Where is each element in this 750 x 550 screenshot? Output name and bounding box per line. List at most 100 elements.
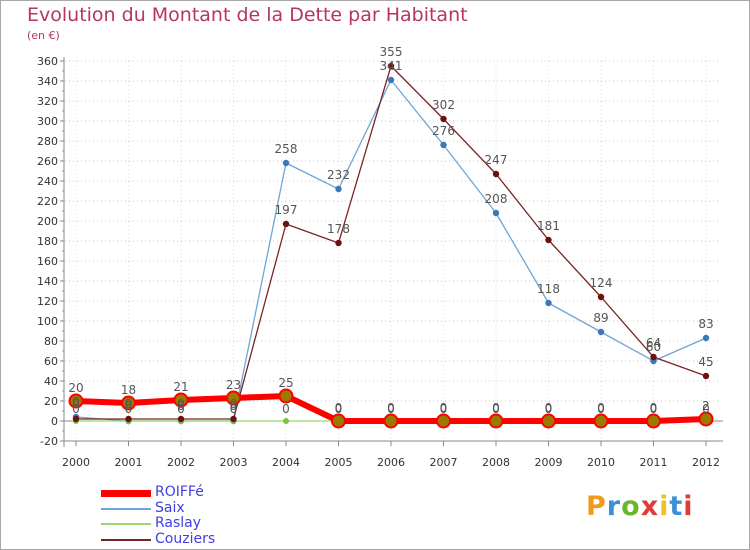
point-roiffe-2008 <box>488 413 504 429</box>
legend-item-raslay: Raslay <box>101 515 361 532</box>
data-label-couziers-2007: 302 <box>432 98 455 112</box>
x-tick-label-2003: 2003 <box>220 456 248 469</box>
legend-swatch-saix <box>101 507 151 510</box>
point-couziers-2001 <box>125 415 132 423</box>
data-label-saix-2003: 0 <box>230 399 238 413</box>
point-roiffe-2005 <box>331 413 346 429</box>
x-tick-label-2006: 2006 <box>377 456 405 469</box>
point-roiffe-2009 <box>541 413 556 429</box>
data-label-roiffe-2008: 0 <box>492 401 500 415</box>
data-label-saix-2002: 0 <box>177 399 185 413</box>
point-couziers-2010 <box>597 293 605 301</box>
point-couziers-2012 <box>702 372 710 380</box>
data-label-saix-2012: 83 <box>698 317 713 331</box>
logo-letter: P <box>586 491 607 522</box>
y-tick-label-200: 200 <box>37 215 58 228</box>
x-tick-label-2012: 2012 <box>692 456 720 469</box>
data-label-roiffe-2000: 20 <box>68 381 83 395</box>
logo-letter: t <box>669 491 684 522</box>
data-label-roiffe-2009: 0 <box>545 401 553 415</box>
y-tick-label-280: 280 <box>37 135 58 148</box>
point-couziers-2002 <box>177 415 185 423</box>
legend-label-saix: Saix <box>155 499 185 516</box>
data-label-raslay-2003: 0 <box>230 402 238 416</box>
data-label-roiffe-2011: 0 <box>650 401 658 415</box>
point-couziers-2007 <box>440 115 447 123</box>
logo-letter: o <box>621 491 641 522</box>
data-label-roiffe-2005: 0 <box>335 401 343 415</box>
point-saix-2012 <box>702 334 710 342</box>
y-tick-label-340: 340 <box>37 75 58 88</box>
point-roiffe-2010 <box>593 413 609 429</box>
data-label-raslay-2012: 0 <box>702 402 710 416</box>
x-tick-label-2009: 2009 <box>535 456 563 469</box>
y-tick-label-20: 20 <box>44 395 58 408</box>
point-roiffe-2001 <box>121 395 136 411</box>
y-tick-label-360: 360 <box>37 55 58 68</box>
data-label-roiffe-2001: 18 <box>121 383 136 397</box>
point-roiffe-2000 <box>68 393 84 409</box>
y-tick-label-0: 0 <box>51 415 58 428</box>
point-saix-2007 <box>440 141 447 149</box>
data-label-couziers-2005: 178 <box>327 222 350 236</box>
data-label-couziers-2000: 0 <box>72 397 80 411</box>
y-tick-label--20: -20 <box>40 435 58 448</box>
data-label-saix-2011: 60 <box>646 340 661 354</box>
legend-item-saix: Saix <box>101 499 361 517</box>
point-couziers-2011 <box>650 353 657 361</box>
data-label-couziers-2002: 0 <box>177 397 185 411</box>
point-roiffe-2004 <box>278 388 294 404</box>
proxiti-logo: Proxiti <box>586 491 694 522</box>
data-label-raslay-2004: 0 <box>282 402 290 416</box>
point-couziers-2004 <box>282 220 290 228</box>
point-couziers-2009 <box>545 236 552 244</box>
chart-subtitle: (en €) <box>27 29 60 42</box>
data-label-raslay-2006: 0 <box>387 402 395 416</box>
data-label-saix-2000: 0 <box>72 395 80 409</box>
data-label-raslay-2002: 0 <box>177 402 185 416</box>
y-tick-label-80: 80 <box>44 335 58 348</box>
logo-letter: r <box>606 491 622 522</box>
x-tick-label-2011: 2011 <box>640 456 668 469</box>
data-label-saix-2008: 208 <box>485 192 508 206</box>
data-label-roiffe-2007: 0 <box>440 401 448 415</box>
x-tick-label-2001: 2001 <box>115 456 143 469</box>
data-label-roiffe-2006: 0 <box>387 401 395 415</box>
point-saix-2009 <box>545 299 552 307</box>
series-line-couziers <box>75 65 707 420</box>
data-label-roiffe-2010: 0 <box>597 401 605 415</box>
chart-legend: ROIFFé Saix Raslay Couziers <box>101 484 361 548</box>
data-label-couziers-2010: 124 <box>590 276 613 290</box>
point-saix-2008 <box>492 209 500 217</box>
data-label-couziers-2011: 64 <box>646 336 661 350</box>
x-tick-label-2005: 2005 <box>325 456 353 469</box>
data-label-couziers-2001: 0 <box>125 397 133 411</box>
logo-letter: x <box>640 491 660 522</box>
y-tick-label-100: 100 <box>37 315 58 328</box>
legend-swatch-roiffe <box>101 490 151 497</box>
point-roiffe-2012 <box>698 411 714 427</box>
data-label-roiffe-2012: 2 <box>702 399 710 413</box>
legend-swatch-raslay <box>101 523 151 525</box>
x-tick-label-2004: 2004 <box>272 456 300 469</box>
data-label-couziers-2012: 45 <box>698 355 713 369</box>
point-couziers-2005 <box>335 239 342 247</box>
legend-label-couziers: Couziers <box>155 530 216 547</box>
data-label-saix-2006: 341 <box>380 59 403 73</box>
chart-title: Evolution du Montant de la Dette par Hab… <box>27 4 468 26</box>
data-label-saix-2010: 89 <box>593 311 608 325</box>
data-label-couziers-2006: 355 <box>380 45 403 59</box>
data-label-roiffe-2002: 21 <box>173 380 188 394</box>
x-tick-label-2008: 2008 <box>482 456 510 469</box>
legend-item-couziers: Couziers <box>101 530 361 548</box>
data-label-roiffe-2004: 25 <box>278 376 293 390</box>
data-label-saix-2001: 0 <box>125 399 133 413</box>
point-saix-2005 <box>335 185 342 193</box>
legend-label-roiffe: ROIFFé <box>155 484 204 500</box>
data-label-couziers-2003: 0 <box>230 397 238 411</box>
point-roiffe-2003 <box>226 390 241 406</box>
data-label-couziers-2009: 181 <box>537 219 560 233</box>
y-tick-label-60: 60 <box>44 355 58 368</box>
